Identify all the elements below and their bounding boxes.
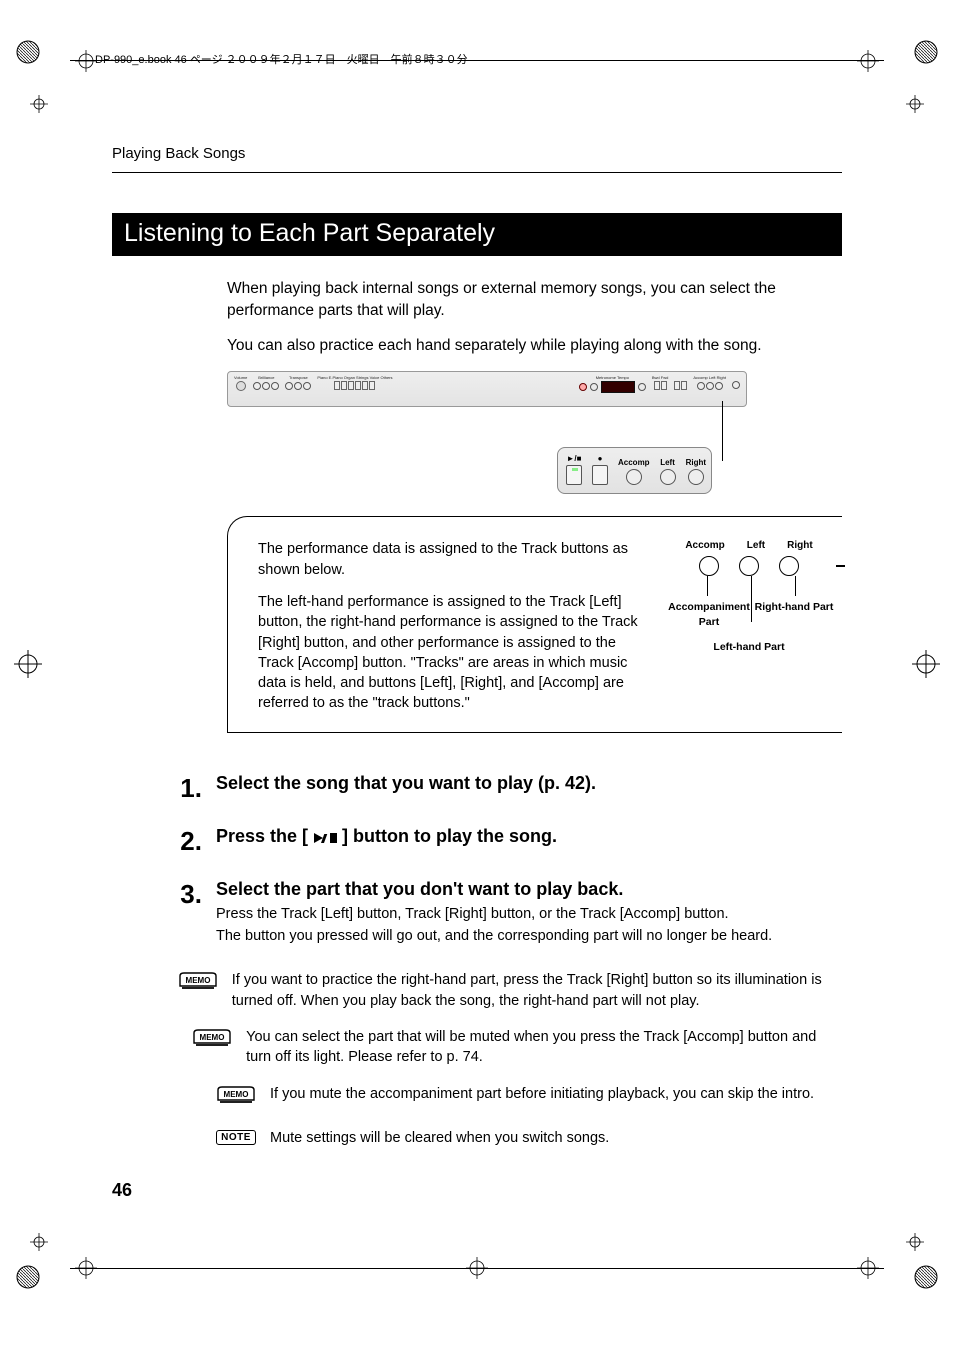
play-stop-label: ►/■ <box>567 454 582 463</box>
registration-mark-icon <box>14 1263 42 1291</box>
diag-right-button-icon <box>779 556 799 576</box>
step-3: 3 Select the part that you don't want to… <box>112 879 842 949</box>
info-text: The performance data is assigned to the … <box>258 539 644 713</box>
diag-accomp-label: Accomp <box>685 539 724 553</box>
step-title: Press the [ ] button to play the song. <box>216 826 842 849</box>
crop-mark-icon <box>75 50 97 72</box>
diag-right-part-label: Right-hand Part <box>754 600 834 629</box>
panel-illustration: Volume Brilliance Transpose Piano E.Pian… <box>227 371 747 494</box>
intro-text: When playing back internal songs or exte… <box>227 278 842 357</box>
memo-icon: MEMO <box>216 1086 256 1106</box>
diag-left-label: Left <box>747 539 765 553</box>
page-number: 46 <box>112 1180 132 1201</box>
right-label: Right <box>686 458 706 467</box>
footer-rule <box>70 1268 884 1269</box>
left-label: Left <box>660 458 675 467</box>
registration-mark-icon <box>912 38 940 66</box>
registration-mark-icon <box>912 650 940 678</box>
svg-text:MEMO: MEMO <box>185 976 210 985</box>
section-rule <box>112 172 842 173</box>
memo-1: MEMO If you want to practice the right-h… <box>112 970 842 1011</box>
play-stop-icon <box>313 828 337 849</box>
memo-text: You can select the part that will be mut… <box>246 1027 842 1068</box>
diag-accomp-button-icon <box>699 556 719 576</box>
page-content: Playing Back Songs Listening to Each Par… <box>112 145 842 1148</box>
running-head: Playing Back Songs <box>112 145 842 162</box>
section-title: Listening to Each Part Separately <box>112 213 842 256</box>
panel-zoom: ►/■ ● Accomp Left Right <box>557 447 712 494</box>
info-p1: The performance data is assigned to the … <box>258 539 644 580</box>
panel-label: Volume <box>234 375 247 380</box>
crop-mark-icon <box>30 1233 48 1251</box>
diag-right-label: Right <box>787 539 813 553</box>
info-box: The performance data is assigned to the … <box>227 516 842 732</box>
doc-header: DP-990_e.book 46 ページ ２００９年２月１７日 火曜日 午前８時… <box>95 51 468 67</box>
diag-left-part-label: Left-hand Part <box>662 640 836 655</box>
crop-mark-icon <box>857 50 879 72</box>
intro-p2: You can also practice each hand separate… <box>227 335 842 357</box>
step-number: 2 <box>180 826 194 856</box>
rec-label: ● <box>598 454 603 463</box>
step-2: 2 Press the [ ] button to play the song. <box>112 826 842 857</box>
memo-text: If you want to practice the right-hand p… <box>232 970 842 1011</box>
memo-icon: MEMO <box>192 1029 232 1049</box>
callout-line <box>722 401 723 461</box>
memo-icon: MEMO <box>178 972 218 992</box>
steps: 1 Select the song that you want to play … <box>112 773 842 1148</box>
step-body-text: Press the Track [Left] button, Track [Ri… <box>216 904 842 924</box>
diag-accomp-part-label: Accompaniment Part <box>664 600 754 629</box>
crop-mark-icon <box>906 1233 924 1251</box>
memo-text: If you mute the accompaniment part befor… <box>270 1084 814 1104</box>
panel-label: Transpose <box>289 375 308 380</box>
note-text: Mute settings will be cleared when you s… <box>270 1128 609 1148</box>
intro-p1: When playing back internal songs or exte… <box>227 278 842 323</box>
step-body-text: The button you pressed will go out, and … <box>216 926 842 946</box>
step-title: Select the part that you don't want to p… <box>216 879 842 900</box>
memo-3: MEMO If you mute the accompaniment part … <box>112 1084 842 1106</box>
note-icon: NOTE <box>216 1130 256 1145</box>
info-p2: The left-hand performance is assigned to… <box>258 592 644 714</box>
panel-overview: Volume Brilliance Transpose Piano E.Pian… <box>227 371 747 407</box>
memo-2: MEMO You can select the part that will b… <box>112 1027 842 1068</box>
registration-mark-icon <box>14 650 42 678</box>
step-number: 3 <box>180 879 194 909</box>
step-title: Select the song that you want to play (p… <box>216 773 842 794</box>
step-number: 1 <box>180 773 194 803</box>
svg-text:MEMO: MEMO <box>224 1090 249 1099</box>
registration-mark-icon <box>14 38 42 66</box>
crop-mark-icon <box>906 95 924 113</box>
note-row: NOTE Mute settings will be cleared when … <box>112 1128 842 1148</box>
accomp-label: Accomp <box>618 458 650 467</box>
step-1: 1 Select the song that you want to play … <box>112 773 842 804</box>
crop-mark-icon <box>30 95 48 113</box>
svg-text:MEMO: MEMO <box>200 1033 225 1042</box>
registration-mark-icon <box>912 1263 940 1291</box>
track-diagram: Accomp Left Right Accompaniment Part Rig… <box>662 539 842 669</box>
diag-left-button-icon <box>739 556 759 576</box>
